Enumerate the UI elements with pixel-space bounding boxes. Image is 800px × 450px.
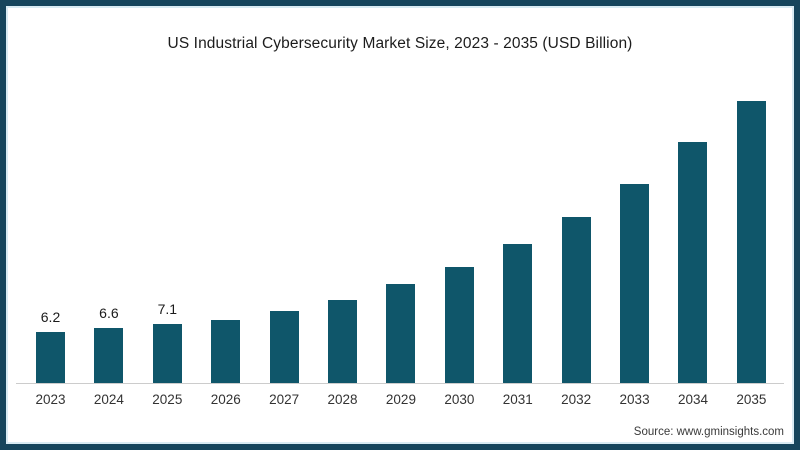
- x-axis-tick-label: 2029: [385, 392, 416, 407]
- bar-group: [503, 244, 533, 383]
- bar: [211, 320, 241, 383]
- bar-group: [269, 311, 299, 383]
- bar-group: [328, 300, 358, 383]
- x-axis-tick-label: 2028: [327, 392, 358, 407]
- bar-group: [561, 217, 591, 383]
- x-axis-tick-label: 2031: [502, 392, 533, 407]
- x-axis-labels: 2023 2024 2025 2026 2027 2028 2029 2030 2031 2032…: [35, 392, 767, 408]
- bar-value-label: 6.2: [40, 309, 61, 325]
- x-axis-tick-label: 2033: [619, 392, 650, 407]
- bar-group: [211, 320, 241, 383]
- x-axis-tick-label: 2032: [561, 392, 592, 407]
- bar: [444, 267, 474, 383]
- bar: [561, 217, 591, 383]
- x-axis-tick-label: 2026: [210, 392, 241, 407]
- bar: [152, 324, 182, 383]
- source-attribution: Source: www.gminsights.com: [633, 426, 784, 438]
- bar: [386, 284, 416, 383]
- bar-group: 7.1: [152, 301, 182, 383]
- bar-group: 6.2: [36, 309, 65, 383]
- x-axis-line: [16, 383, 784, 384]
- bar-group: [620, 184, 650, 383]
- bar-group: [736, 101, 766, 383]
- bar: [503, 244, 533, 383]
- x-axis-tick-label: 2023: [35, 392, 66, 407]
- x-axis-tick-label: 2024: [93, 392, 124, 407]
- x-axis-tick-label: 2025: [152, 392, 183, 407]
- bar-value-label: 7.1: [157, 301, 178, 317]
- bar-group: [678, 142, 708, 383]
- bar: [620, 184, 650, 383]
- bar-group: [444, 267, 474, 383]
- bar: [36, 332, 65, 383]
- bar: [678, 142, 708, 383]
- bar: [328, 300, 358, 383]
- chart-title: US Industrial Cybersecurity Market Size,…: [167, 35, 633, 52]
- x-axis-tick-label: 2027: [269, 392, 300, 407]
- bar: [94, 328, 124, 383]
- bar: [269, 311, 299, 383]
- bar: [736, 101, 766, 383]
- x-axis-tick-label: 2030: [444, 392, 475, 407]
- x-axis-tick-label: 2034: [677, 392, 708, 407]
- x-axis-tick-label: 2035: [736, 392, 767, 407]
- bar-value-label: 6.6: [99, 305, 119, 321]
- bar-group: 6.6: [94, 305, 124, 383]
- bars-container: 6.2 6.6 7.1: [36, 73, 766, 383]
- bar-group: [386, 284, 416, 383]
